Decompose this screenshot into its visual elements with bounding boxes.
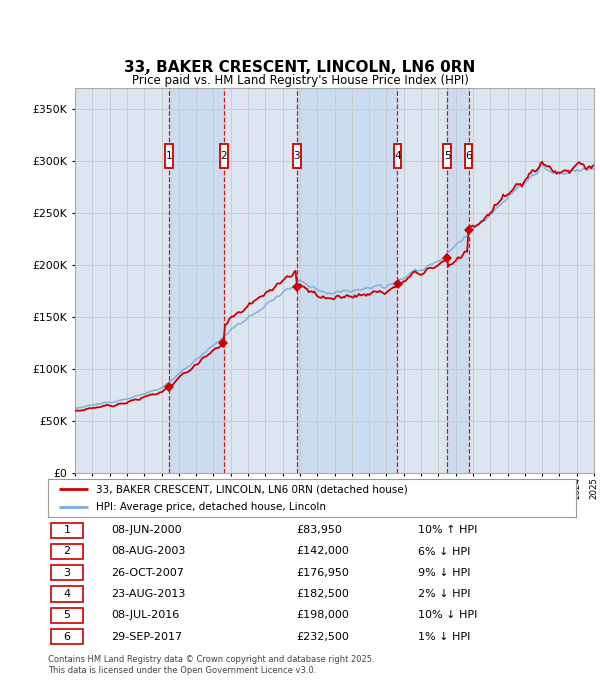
Text: 08-AUG-2003: 08-AUG-2003 bbox=[112, 547, 186, 556]
Text: HPI: Average price, detached house, Lincoln: HPI: Average price, detached house, Linc… bbox=[95, 502, 326, 512]
Text: 23-AUG-2013: 23-AUG-2013 bbox=[112, 589, 186, 599]
Text: 6: 6 bbox=[465, 151, 472, 161]
FancyBboxPatch shape bbox=[50, 608, 83, 623]
FancyBboxPatch shape bbox=[50, 586, 83, 602]
Text: 3: 3 bbox=[293, 151, 300, 161]
Text: 29-SEP-2017: 29-SEP-2017 bbox=[112, 632, 182, 642]
Text: 26-OCT-2007: 26-OCT-2007 bbox=[112, 568, 184, 578]
FancyBboxPatch shape bbox=[293, 144, 301, 168]
FancyBboxPatch shape bbox=[165, 144, 173, 168]
Bar bbox=[297, 88, 397, 473]
Text: 2: 2 bbox=[220, 151, 227, 161]
Text: 08-JUL-2016: 08-JUL-2016 bbox=[112, 611, 179, 620]
Text: 6% ↓ HPI: 6% ↓ HPI bbox=[418, 547, 470, 556]
Text: 08-JUN-2000: 08-JUN-2000 bbox=[112, 525, 182, 535]
FancyBboxPatch shape bbox=[50, 565, 83, 581]
Text: 5: 5 bbox=[444, 151, 451, 161]
Text: 10% ↓ HPI: 10% ↓ HPI bbox=[418, 611, 477, 620]
FancyBboxPatch shape bbox=[220, 144, 227, 168]
Text: Contains HM Land Registry data © Crown copyright and database right 2025.
This d: Contains HM Land Registry data © Crown c… bbox=[48, 656, 374, 675]
Text: 3: 3 bbox=[64, 568, 71, 578]
Text: £176,950: £176,950 bbox=[296, 568, 349, 578]
Text: 6: 6 bbox=[64, 632, 71, 642]
Text: 2% ↓ HPI: 2% ↓ HPI bbox=[418, 589, 470, 599]
Text: 1% ↓ HPI: 1% ↓ HPI bbox=[418, 632, 470, 642]
Text: 5: 5 bbox=[64, 611, 71, 620]
FancyBboxPatch shape bbox=[50, 544, 83, 559]
FancyBboxPatch shape bbox=[50, 522, 83, 538]
Text: 33, BAKER CRESCENT, LINCOLN, LN6 0RN (detached house): 33, BAKER CRESCENT, LINCOLN, LN6 0RN (de… bbox=[95, 484, 407, 494]
Bar bbox=[169, 88, 224, 473]
FancyBboxPatch shape bbox=[443, 144, 451, 168]
Text: Price paid vs. HM Land Registry's House Price Index (HPI): Price paid vs. HM Land Registry's House … bbox=[131, 73, 469, 87]
FancyBboxPatch shape bbox=[464, 144, 472, 168]
Text: 4: 4 bbox=[64, 589, 71, 599]
Text: 9% ↓ HPI: 9% ↓ HPI bbox=[418, 568, 470, 578]
Text: 33, BAKER CRESCENT, LINCOLN, LN6 0RN: 33, BAKER CRESCENT, LINCOLN, LN6 0RN bbox=[124, 61, 476, 75]
Text: 1: 1 bbox=[64, 525, 71, 535]
Text: 2: 2 bbox=[64, 547, 71, 556]
Text: 10% ↑ HPI: 10% ↑ HPI bbox=[418, 525, 477, 535]
FancyBboxPatch shape bbox=[50, 629, 83, 645]
Text: £83,950: £83,950 bbox=[296, 525, 342, 535]
Text: £142,000: £142,000 bbox=[296, 547, 349, 556]
Text: £182,500: £182,500 bbox=[296, 589, 349, 599]
Bar bbox=[447, 88, 469, 473]
Text: £198,000: £198,000 bbox=[296, 611, 349, 620]
Text: 4: 4 bbox=[394, 151, 401, 161]
FancyBboxPatch shape bbox=[394, 144, 401, 168]
Text: £232,500: £232,500 bbox=[296, 632, 349, 642]
Text: 1: 1 bbox=[166, 151, 172, 161]
